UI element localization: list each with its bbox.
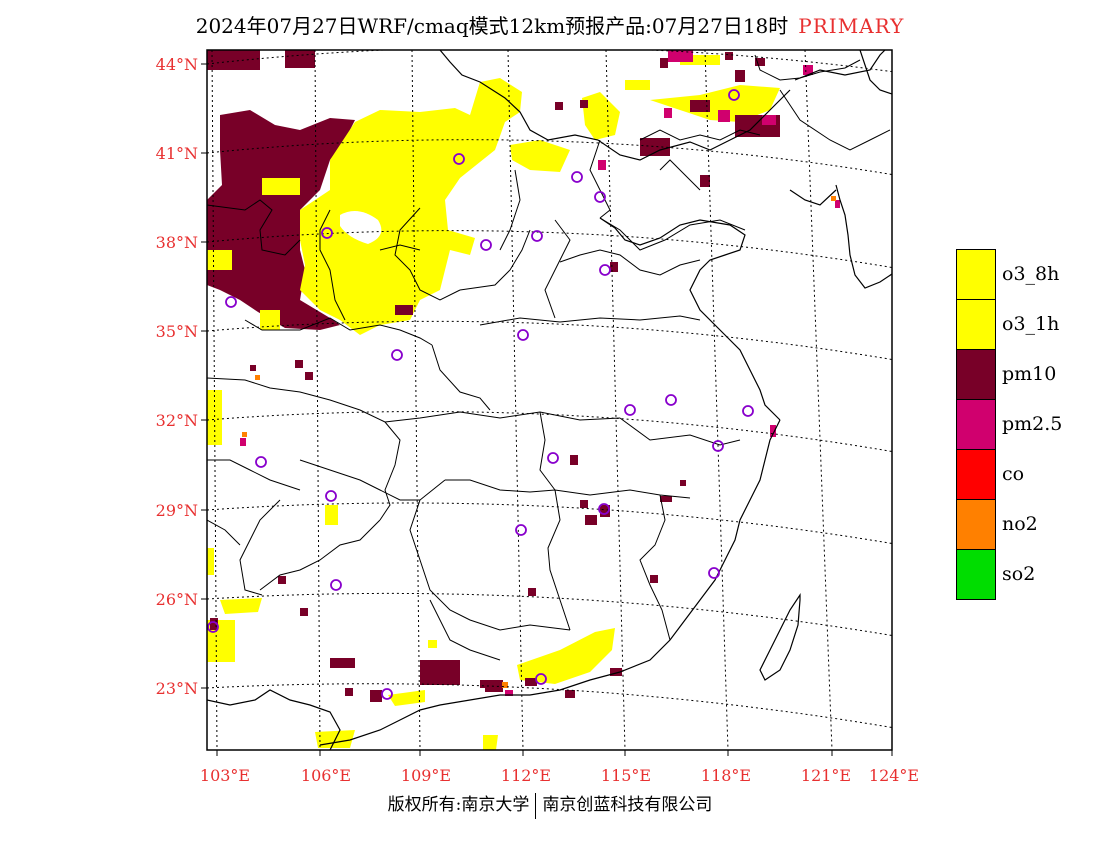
lat-label-35: 35°N [155, 322, 198, 341]
legend-label: o3_8h [1002, 263, 1060, 285]
station-marker [453, 153, 465, 165]
lat-label-44: 44°N [155, 55, 198, 74]
station-marker [547, 452, 559, 464]
lon-label-121: 121°E [800, 766, 852, 785]
legend-swatch [956, 249, 996, 300]
station-marker [571, 171, 583, 183]
coastline [207, 50, 892, 750]
station-marker [325, 490, 337, 502]
station-marker [207, 621, 219, 633]
station-marker [624, 404, 636, 416]
station-marker [391, 349, 403, 361]
o3-patch-northeast-3 [650, 85, 780, 122]
station-marker [531, 230, 543, 242]
station-markers [207, 89, 754, 700]
o3-region-strip-west [207, 178, 300, 330]
pm10-patch-top [285, 50, 315, 68]
station-marker [594, 191, 606, 203]
legend-swatch [956, 499, 996, 550]
lat-label-23: 23°N [155, 679, 198, 698]
lat-label-38: 38°N [155, 233, 198, 252]
legend-swatch [956, 549, 996, 600]
station-marker [708, 567, 720, 579]
no2-small-patches [242, 196, 836, 688]
lon-label-115: 115°E [600, 766, 652, 785]
station-marker [480, 239, 492, 251]
legend-label: no2 [1002, 513, 1038, 535]
o3-patch-west-4 [207, 548, 214, 575]
axis-ticks [201, 63, 893, 756]
legend-swatch [956, 299, 996, 350]
station-marker [665, 394, 677, 406]
legend-label: pm10 [1002, 363, 1057, 385]
station-marker [598, 503, 610, 515]
lon-label-112: 112°E [500, 766, 552, 785]
station-marker [712, 440, 724, 452]
station-marker [535, 673, 547, 685]
o3-patch-south-1 [517, 628, 615, 684]
o3-patch-west-2 [207, 620, 235, 662]
province-boundaries [207, 54, 891, 661]
map-content [207, 50, 892, 750]
station-marker [225, 296, 237, 308]
o3-hole [340, 211, 382, 244]
legend-swatch [956, 399, 996, 450]
copyright-left: 版权所有:南京大学 [387, 795, 530, 815]
lat-label-29: 29°N [155, 501, 198, 520]
lat-label-41: 41°N [155, 144, 198, 163]
lon-label-118: 118°E [700, 766, 752, 785]
legend-label: pm2.5 [1002, 413, 1063, 435]
map-title: 2024年07月27日WRF/cmaq模式12km预报产品:07月27日18时 P… [0, 10, 1100, 39]
legend-label: so2 [1002, 563, 1036, 585]
lat-lon-grid [207, 50, 892, 750]
station-marker [742, 405, 754, 417]
lat-label-32: 32°N [155, 411, 198, 430]
legend-swatch [956, 349, 996, 400]
o3-patch-northeast-1 [582, 92, 620, 140]
legend-label: co [1002, 463, 1025, 485]
o3-region-north [300, 78, 522, 335]
lon-label-103: 103°E [199, 766, 251, 785]
pm10-small-patches [210, 52, 780, 702]
copyright-footer: 版权所有:南京大学 南京创蓝科技有限公司 [0, 790, 1100, 819]
map-frame [206, 49, 893, 751]
station-marker [515, 524, 527, 536]
copyright-right: 南京创蓝科技有限公司 [542, 795, 713, 815]
title-tag: PRIMARY [798, 14, 905, 38]
station-marker [321, 227, 333, 239]
lon-label-109: 109°E [400, 766, 452, 785]
title-main: 2024年07月27日WRF/cmaq模式12km预报产品:07月27日18时 [195, 14, 789, 38]
lon-label-106: 106°E [300, 766, 352, 785]
o3-patch-west-3 [220, 598, 262, 614]
o3-patch-south-2 [315, 505, 498, 750]
station-marker [517, 329, 529, 341]
station-marker [330, 579, 342, 591]
o3-patch-northeast-2 [510, 140, 570, 172]
o3-patch-west-1 [207, 390, 222, 445]
lat-label-26: 26°N [155, 590, 198, 609]
footer-divider [535, 792, 537, 819]
legend-swatch [956, 449, 996, 500]
station-marker [728, 89, 740, 101]
station-marker [381, 688, 393, 700]
station-marker [599, 264, 611, 276]
lon-label-124: 124°E [868, 766, 920, 785]
station-marker [255, 456, 267, 468]
o3-patch-northeast-4 [625, 55, 720, 90]
legend-label: o3_1h [1002, 313, 1060, 335]
pm25-small-patches [240, 50, 840, 696]
